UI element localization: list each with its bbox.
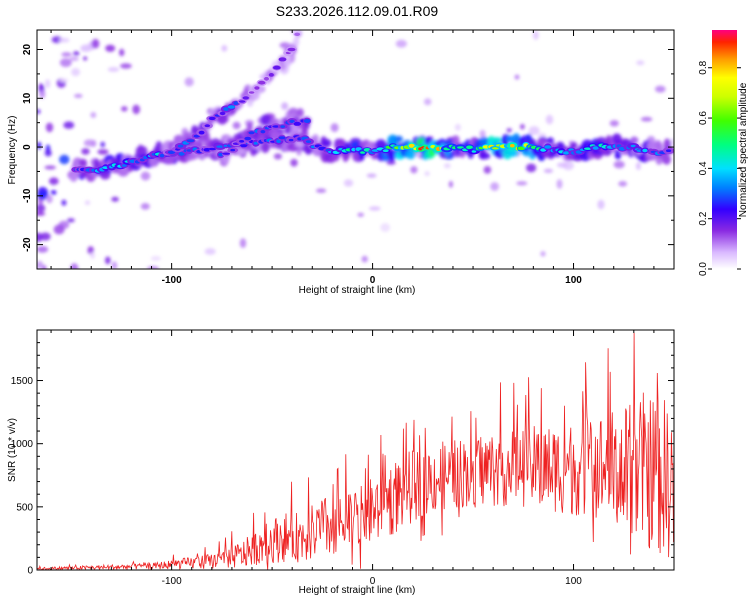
spectrogram-ytick-label: 0 — [22, 144, 33, 150]
spectrogram-xtick-label: 0 — [370, 275, 376, 286]
colorbar-ticks: 0.0 0.2 0.4 0.6 0.8 — [698, 60, 741, 276]
colorbar-tick-label: 0.0 — [698, 262, 709, 276]
spectrogram-ytick-label: -10 — [22, 188, 33, 203]
snr-frame — [36, 329, 675, 571]
snr-ytick-label: 1500 — [11, 376, 34, 387]
spectrogram-ylabel: Frequency (Hz) — [7, 116, 18, 185]
snr-ytick-label: 0 — [27, 566, 33, 577]
spectrogram-ytick-label: 20 — [22, 44, 33, 56]
snr-ytick-label: 1000 — [11, 439, 34, 450]
snr-ylabel: SNR (10 * v/v) — [7, 418, 18, 482]
spectrogram-ridge-spots — [71, 32, 674, 174]
spectrogram-frame — [36, 29, 675, 270]
snr-series-line — [37, 332, 674, 570]
colorbar-tick-label: 0.4 — [698, 161, 709, 175]
snr-xtick-label: -100 — [162, 576, 182, 587]
spectrogram-heatmap — [37, 30, 674, 269]
snr-xlabel: Height of straight line (km) — [299, 585, 416, 596]
spectrogram-xlabel: Height of straight line (km) — [299, 285, 416, 296]
spectrogram-ytick-label: 10 — [22, 92, 33, 104]
colorbar-gradient — [712, 30, 737, 269]
spectrogram-xtick-label: 100 — [565, 275, 582, 286]
colorbar: 0.0 0.2 0.4 0.6 0.8 Normalized spectral ampl… — [698, 30, 749, 276]
colorbar-label: Normalized spectral amplitude — [738, 82, 749, 217]
colorbar-tick-label: 0.6 — [698, 111, 709, 125]
snr-xtick-label: 100 — [565, 576, 582, 587]
spectrogram-xtick-label: -100 — [162, 275, 182, 286]
figure-title: S233.2026.112.09.01.R09 — [276, 3, 439, 19]
snr-xtick-label: 0 — [370, 576, 376, 587]
colorbar-tick-label: 0.2 — [698, 211, 709, 225]
colorbar-tick-label: 0.8 — [698, 60, 709, 74]
snr-ytick-label: 500 — [16, 502, 33, 513]
spectrogram-ytick-label: -20 — [22, 237, 33, 252]
